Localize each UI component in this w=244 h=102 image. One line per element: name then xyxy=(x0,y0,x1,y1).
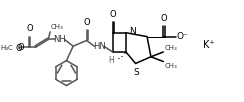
Text: S: S xyxy=(134,68,139,77)
Text: H₃C: H₃C xyxy=(0,45,13,51)
Text: K⁺: K⁺ xyxy=(203,40,214,50)
Text: O: O xyxy=(18,43,24,52)
Text: O: O xyxy=(84,18,90,27)
Text: NH: NH xyxy=(53,35,66,44)
Text: O: O xyxy=(16,44,22,53)
Text: HN: HN xyxy=(93,42,105,51)
Text: O⁻: O⁻ xyxy=(177,32,189,41)
Text: H: H xyxy=(109,56,114,65)
Text: CH₃: CH₃ xyxy=(164,45,177,51)
Text: CH₃: CH₃ xyxy=(164,63,177,69)
Text: O: O xyxy=(161,14,167,23)
Text: CH₃: CH₃ xyxy=(51,24,64,30)
Text: O: O xyxy=(110,10,116,19)
Text: N: N xyxy=(129,27,136,36)
Text: O: O xyxy=(26,24,33,33)
